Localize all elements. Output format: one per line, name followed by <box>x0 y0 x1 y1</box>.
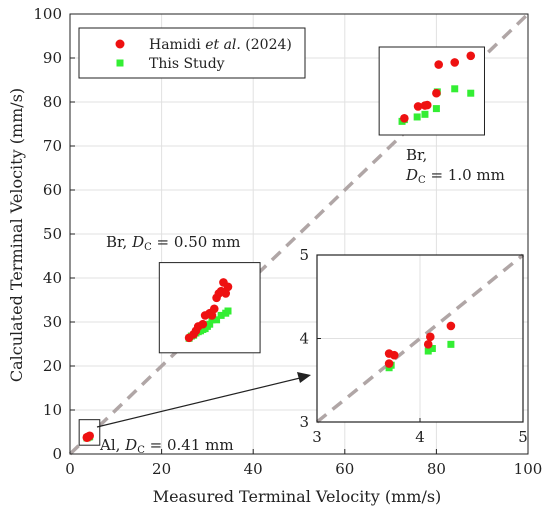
y-tick-label: 0 <box>52 445 62 463</box>
data-point-hamidi <box>432 88 441 98</box>
x-tick-label: 60 <box>335 460 354 478</box>
inset-reference-line <box>315 253 525 424</box>
data-point-this-study <box>217 311 225 319</box>
zoom-boxes <box>78 46 485 446</box>
data-point-hamidi <box>446 321 456 331</box>
zoom-box-br-050 <box>158 262 261 354</box>
legend-label-hamidi: Hamidi et al. (2024) <box>149 37 292 53</box>
y-tick-label: 90 <box>43 49 62 67</box>
annotation-al-041: Al, DC = 0.41 mm <box>99 436 234 456</box>
inset-y-tick-label: 4 <box>299 330 309 348</box>
legend-marker-this-study <box>116 59 124 67</box>
inset-data-points <box>384 321 456 372</box>
legend-marker-hamidi <box>115 39 125 49</box>
data-point-this-study <box>432 105 440 113</box>
zoom-box-br-10 <box>378 46 485 136</box>
data-point-this-study <box>451 85 459 93</box>
inset-arrow-head <box>297 372 311 383</box>
annotation-br-10-line2: DC = 1.0 mm <box>405 166 505 186</box>
legend-label-this-study: This Study <box>149 56 225 72</box>
data-point-this-study <box>213 316 221 324</box>
y-tick-label: 30 <box>43 313 62 331</box>
y-tick-label: 10 <box>43 401 62 419</box>
inset-y-tick-label: 3 <box>299 413 309 431</box>
data-point-hamidi <box>384 349 394 358</box>
x-tick-label: 20 <box>152 460 171 478</box>
y-tick-label: 80 <box>43 93 62 111</box>
y-tick-label: 50 <box>43 225 62 243</box>
data-point-hamidi <box>426 332 435 342</box>
main-ticks: 0 20 40 60 80 100 0 10 20 30 40 50 60 70 80 90 100 <box>33 5 542 478</box>
data-point-hamidi <box>423 340 433 349</box>
data-point-hamidi <box>422 100 432 110</box>
x-tick-label: 100 <box>514 460 543 478</box>
annotation-br-050: Br, DC = 0.50 mm <box>106 233 241 253</box>
data-point-hamidi <box>207 311 217 320</box>
y-tick-label: 60 <box>43 181 62 199</box>
y-tick-label: 100 <box>33 5 62 23</box>
inset-y-tick-label: 5 <box>299 246 309 264</box>
legend-box <box>78 27 306 79</box>
inset-x-tick-label: 4 <box>415 428 425 446</box>
inset-ticks: 3 4 5 3 4 5 <box>299 246 527 446</box>
data-point-hamidi <box>209 304 219 314</box>
y-tick-label: 40 <box>43 269 62 287</box>
data-point-hamidi <box>223 282 233 292</box>
data-point-this-study <box>413 113 421 121</box>
data-point-this-study <box>421 110 429 118</box>
data-point-hamidi <box>434 60 443 69</box>
data-point-hamidi <box>450 58 460 67</box>
inset-x-tick-label: 3 <box>312 428 322 446</box>
main-data-points <box>82 51 476 443</box>
data-point-this-study <box>224 307 232 315</box>
data-point-hamidi <box>384 359 394 368</box>
data-point-this-study <box>424 347 432 355</box>
data-point-this-study <box>206 320 214 328</box>
x-tick-label: 0 <box>65 460 75 478</box>
inset-arrow <box>96 377 301 428</box>
data-point-this-study <box>467 89 475 97</box>
x-tick-label: 80 <box>427 460 446 478</box>
annotation-br-10-line1: Br, <box>406 146 427 164</box>
data-point-hamidi <box>413 102 423 111</box>
data-point-hamidi <box>466 51 476 61</box>
data-point-hamidi <box>198 319 208 329</box>
y-tick-label: 20 <box>43 357 62 375</box>
y-tick-label: 70 <box>43 137 62 155</box>
data-point-this-study <box>447 340 455 348</box>
data-point-hamidi <box>400 113 409 123</box>
legend: Hamidi et al. (2024) This Study <box>78 27 306 79</box>
data-point-this-study <box>208 316 216 324</box>
data-point-hamidi <box>85 431 94 441</box>
y-axis-label: Calculated Terminal Velocity (mm/s) <box>7 88 26 382</box>
x-tick-label: 40 <box>244 460 263 478</box>
x-axis-label: Measured Terminal Velocity (mm/s) <box>153 487 442 506</box>
inset-x-tick-label: 5 <box>518 428 528 446</box>
data-point-this-study <box>428 345 436 353</box>
data-point-hamidi <box>216 286 226 296</box>
